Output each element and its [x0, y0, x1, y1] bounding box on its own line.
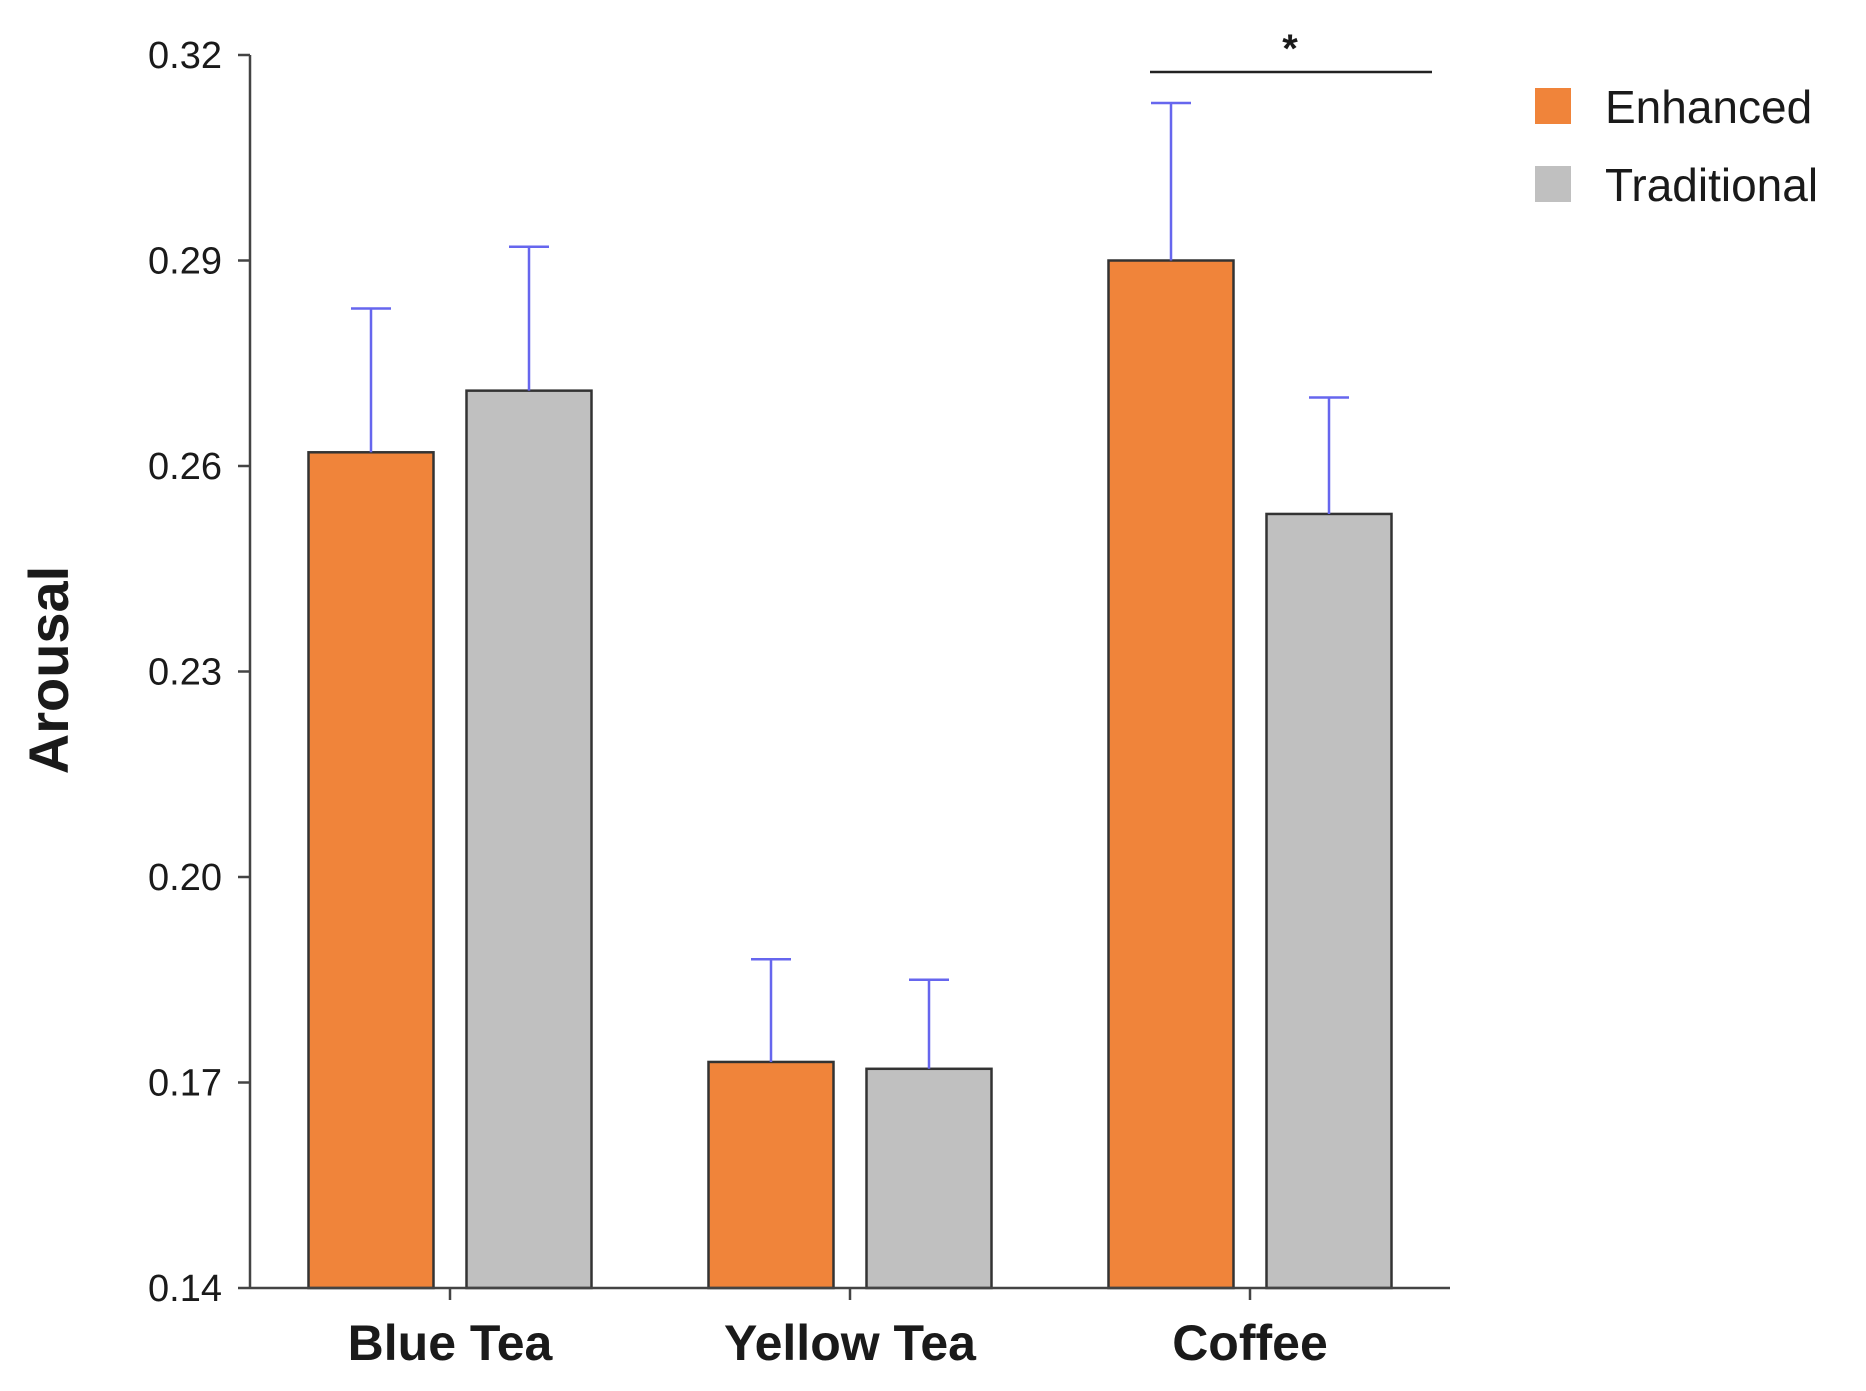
legend: Enhanced Traditional [1535, 81, 1818, 211]
legend-swatch-enhanced [1535, 88, 1571, 124]
legend-label-traditional: Traditional [1605, 159, 1818, 211]
y-axis-ticks: 0.14 0.17 0.20 0.23 0.26 0.29 0.32 [148, 35, 250, 1310]
bar-enhanced-coffee [1107, 259, 1235, 1290]
category-labels: Blue Tea Yellow Tea Coffee [348, 1315, 1328, 1371]
significance-annotation: * [1150, 27, 1432, 74]
bars [307, 259, 1393, 1290]
y-tick-label: 0.14 [148, 1268, 222, 1310]
bar-enhanced-blue-tea [307, 451, 435, 1290]
bar-traditional-coffee [1265, 512, 1393, 1290]
y-axis-label: Arousal [17, 566, 80, 775]
y-tick-label: 0.17 [148, 1063, 222, 1105]
significance-star: * [1282, 27, 1298, 71]
y-tick-label: 0.32 [148, 35, 222, 77]
y-axis-title: Arousal [17, 566, 80, 775]
bar-enhanced-yellow-tea [707, 1060, 835, 1290]
y-tick-label: 0.23 [148, 652, 222, 694]
axes [248, 55, 1450, 1300]
x-tick-label: Coffee [1172, 1315, 1328, 1371]
y-tick-label: 0.26 [148, 446, 222, 488]
legend-label-enhanced: Enhanced [1605, 81, 1812, 133]
x-tick-label: Yellow Tea [724, 1315, 977, 1371]
bar-traditional-yellow-tea [865, 1067, 993, 1290]
error-bars [351, 101, 1349, 1069]
x-tick-label: Blue Tea [348, 1315, 554, 1371]
bar-traditional-blue-tea [465, 389, 593, 1290]
legend-swatch-traditional [1535, 166, 1571, 202]
y-tick-label: 0.29 [148, 241, 222, 283]
y-tick-label: 0.20 [148, 857, 222, 899]
